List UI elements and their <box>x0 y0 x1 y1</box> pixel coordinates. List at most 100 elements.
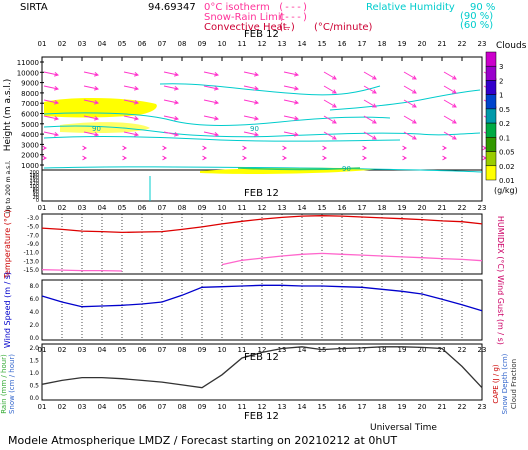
wind-grid <box>61 280 463 340</box>
colorbar-swatch <box>485 80 497 95</box>
precip-hour-label-top-18: 18 <box>378 346 387 354</box>
wind-arrow <box>83 115 100 121</box>
rh-level-90-paren: (90 %) <box>460 11 493 22</box>
colorbar-label: 0.05 <box>499 149 515 157</box>
colorbar-swatch <box>485 108 497 124</box>
colorbar-label: 0.1 <box>499 134 510 142</box>
mid-hour-label-20: 20 <box>418 204 427 212</box>
snow-ylabel: Snow (cm / hour) <box>8 354 16 414</box>
wind-arrow <box>322 145 328 151</box>
top-hour-label-23: 23 <box>478 40 487 48</box>
bottom-hour-label-08: 08 <box>178 403 187 411</box>
wind-arrow <box>43 85 60 91</box>
temperature-ytick-label: -7.0 <box>27 232 39 239</box>
wind-arrow <box>403 99 417 108</box>
mid-hour-label-18: 18 <box>378 204 387 212</box>
wind-arrow <box>363 115 377 124</box>
mid-hour-label-06: 06 <box>138 204 147 212</box>
temperature-ytick-label: -3.0 <box>27 215 39 222</box>
precip-hour-label-top-23: 23 <box>478 346 487 354</box>
cloud-ytick-label: 1000 <box>21 162 39 170</box>
legend-isotherm: 0°C isotherm <box>204 2 270 13</box>
wind-arrow <box>123 99 140 105</box>
rh-contour-label-3: 90 <box>342 165 351 173</box>
precip-hour-label-top-04: 04 <box>98 346 107 354</box>
mid-hour-label-04: 04 <box>98 204 107 212</box>
cloud-ytick-lower-label: 40 <box>33 192 39 198</box>
temperature-ylabel: Temperature (°C) <box>3 209 12 279</box>
precip-panel-frame <box>41 343 483 401</box>
rh-contour-label-1: 90 <box>92 125 101 133</box>
top-hour-label-18: 18 <box>378 40 387 48</box>
colorbar-label: 0.02 <box>499 163 515 171</box>
wind-arrow <box>123 115 140 121</box>
precip-hour-label-top-14: 14 <box>298 346 307 354</box>
wind-arrow <box>122 155 128 161</box>
wind-ytick-label: 2.0 <box>29 322 39 329</box>
wind-lines <box>41 284 483 312</box>
station-name: SIRTA <box>20 2 48 13</box>
colorbar-swatch <box>485 65 497 81</box>
bottom-hour-label-21: 21 <box>438 403 447 411</box>
wind-arrow <box>83 131 100 137</box>
legend-snowrain-sample: (---) <box>278 12 308 23</box>
top-hour-label-01: 01 <box>38 40 47 48</box>
temperature-ytick-label: -11.0 <box>23 250 39 257</box>
precip-hour-label-top-20: 20 <box>418 346 427 354</box>
wind-arrow <box>443 85 457 94</box>
cloud-ytick-label: 2000 <box>21 152 39 160</box>
wind-arrow <box>243 85 260 91</box>
mid-hour-label-16: 16 <box>338 204 347 212</box>
precip-hour-labels: 01 02 03 04 05 06 07 08 09 10 11 12 13 14 15 16 17 18 19 20… <box>38 403 487 411</box>
colorbar-label: 0.5 <box>499 106 510 114</box>
cloud-ytick-lower-label: 60 <box>33 190 39 196</box>
bottom-hour-label-13: 13 <box>278 403 287 411</box>
top-hour-label-22: 22 <box>458 40 467 48</box>
precip-hour-label-top-22: 22 <box>458 346 467 354</box>
wind-arrow <box>443 115 457 124</box>
wind-arrow <box>282 155 288 161</box>
temperature-ytick-label: -9.0 <box>27 241 39 248</box>
top-hour-ticks <box>41 57 483 61</box>
bottom-hour-label-19: 19 <box>398 403 407 411</box>
top-hour-label-04: 04 <box>98 40 107 48</box>
cape-ylabel: CAPE (J / g) <box>492 364 500 404</box>
rh-level-90: 90 % <box>470 2 495 13</box>
wind-arrow <box>43 71 60 77</box>
top-hour-label-12: 12 <box>258 40 267 48</box>
cloud-ytick-label: 5000 <box>21 121 39 129</box>
mid-hour-label-14: 14 <box>298 204 307 212</box>
wind-arrow <box>83 71 100 77</box>
wind-arrow <box>122 145 128 151</box>
cloud-ytick-label: 9000 <box>21 80 39 88</box>
temperature-grid <box>61 214 463 274</box>
wind-arrow <box>202 155 208 161</box>
wind-ytick-label: 0.0 <box>29 335 39 342</box>
wind-arrow <box>163 99 180 105</box>
cloudfraction-ylabel: Cloud Fraction <box>510 359 518 409</box>
wind-arrow <box>362 145 368 151</box>
wind-arrow <box>282 145 288 151</box>
cloud-yticks-upper: 11000 10000 9000 8000 7000 6000 5000 4000 3000 20… <box>17 59 44 170</box>
precip-hour-label-top-19: 19 <box>398 346 407 354</box>
precip-hour-label-top-16: 16 <box>338 346 347 354</box>
wind-arrow <box>442 145 448 151</box>
temperature-ytick-label: -13.0 <box>23 258 39 265</box>
precip-hour-labels-top: 01 02 03 04 05 06 07 08 09 10 11 12 13 14 15 16 17 18 19 20… <box>38 346 487 354</box>
wind-arrow <box>363 99 377 108</box>
colorbar-label: 2 <box>499 77 503 85</box>
precip-lines <box>41 346 483 389</box>
mid-hour-label-17: 17 <box>358 204 367 212</box>
cloud-date-label: FEB 12 <box>244 29 279 40</box>
precip-ytick-label: 0.5 <box>29 383 39 390</box>
rh-contour-3 <box>43 136 401 142</box>
mid-hour-label-05: 05 <box>118 204 127 212</box>
colorbar: 3 2 1 0.5 0.2 0.1 0.05 0.02 0.01 <box>485 51 515 185</box>
top-hour-label-11: 11 <box>238 40 247 48</box>
wind-arrow <box>82 145 88 151</box>
colorbar-swatch <box>485 137 497 152</box>
precip-hour-label-top-08: 08 <box>178 346 187 354</box>
wind-arrow <box>403 71 417 80</box>
wind-ytick-label: 6.0 <box>29 296 39 303</box>
colorbar-label: 0.01 <box>499 177 515 185</box>
